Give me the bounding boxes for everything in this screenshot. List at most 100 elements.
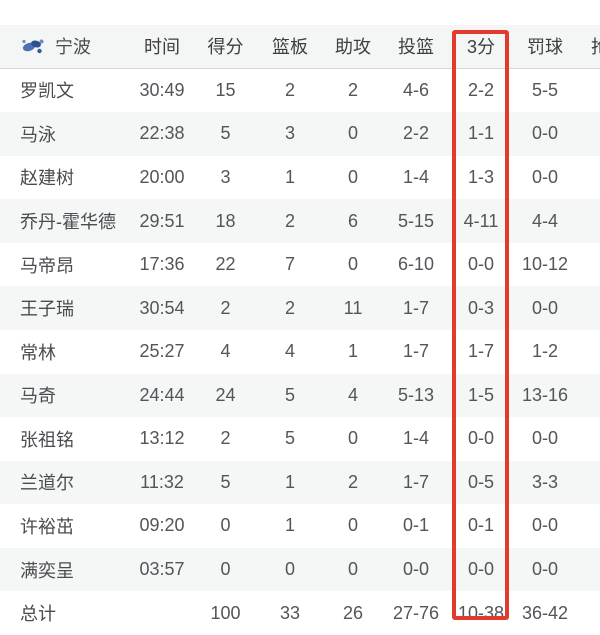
field-goals: 0-1 (402, 515, 429, 536)
points: 15 (215, 79, 236, 100)
free-throws: 0-0 (531, 559, 558, 580)
points: 22 (215, 254, 236, 275)
free-throws: 1-2 (531, 341, 558, 362)
assists: 0 (347, 254, 358, 275)
field-goals: 1-7 (402, 471, 429, 492)
rebounds: 0 (284, 559, 295, 580)
rebounds: 1 (284, 515, 295, 536)
field-goals: 4-6 (402, 79, 429, 100)
points: 3 (220, 166, 231, 187)
minutes: 20:00 (139, 166, 185, 187)
rebounds: 5 (284, 428, 295, 449)
three-pointers: 0-0 (467, 254, 494, 275)
player-row: 乔丹-霍华德 29:51 18 2 6 5-15 4-11 4-4 (0, 199, 600, 243)
rebounds: 7 (284, 254, 295, 275)
three-pointers: 1-7 (467, 341, 494, 362)
player-row: 常林 25:27 4 4 1 1-7 1-7 1-2 (0, 330, 600, 374)
minutes: 30:54 (139, 297, 185, 318)
rebounds: 2 (284, 297, 295, 318)
team-header-cell: 宁波 (0, 33, 130, 59)
field-goals: 1-4 (402, 428, 429, 449)
free-throws: 3-3 (531, 471, 558, 492)
free-throws: 4-4 (531, 210, 558, 231)
free-throws: 36-42 (521, 602, 569, 623)
player-name: 满奕呈 (20, 560, 74, 581)
player-name: 马奇 (20, 386, 56, 407)
top-spacer (0, 0, 600, 25)
column-header-rebounds: 篮板 (272, 37, 308, 58)
table-body: 罗凯文 30:49 15 2 2 4-6 2-2 5-5 马泳 22:38 5 3 0 2-2 1-1 0-0… (0, 69, 600, 635)
points: 0 (220, 559, 231, 580)
player-name: 王子瑞 (20, 299, 74, 320)
minutes: 25:27 (139, 341, 185, 362)
column-header-three-points: 3分 (466, 37, 495, 58)
column-header-assists: 助攻 (335, 37, 371, 58)
field-goals: 5-15 (397, 210, 435, 231)
three-pointers: 1-3 (467, 166, 494, 187)
player-name: 张祖铭 (20, 429, 74, 450)
player-row: 赵建树 20:00 3 1 0 1-4 1-3 0-0 (0, 156, 600, 200)
points: 4 (220, 341, 231, 362)
minutes: 24:44 (139, 384, 185, 405)
three-pointers: 2-2 (467, 79, 494, 100)
three-pointers: 1-1 (467, 123, 494, 144)
player-name: 马泳 (20, 124, 56, 145)
rebounds: 1 (284, 471, 295, 492)
field-goals: 1-7 (402, 341, 429, 362)
assists: 0 (347, 166, 358, 187)
field-goals: 2-2 (402, 123, 429, 144)
player-name: 总计 (20, 604, 56, 625)
free-throws: 0-0 (531, 166, 558, 187)
points: 2 (220, 428, 231, 449)
player-row: 满奕呈 03:57 0 0 0 0-0 0-0 0-0 (0, 547, 600, 592)
player-name: 乔丹-霍华德 (20, 212, 116, 233)
player-row: 张祖铭 13:12 2 5 0 1-4 0-0 0-0 (0, 417, 600, 461)
assists: 4 (347, 384, 358, 405)
field-goals: 27-76 (392, 602, 440, 623)
team-logo-icon (20, 36, 46, 56)
rebounds: 1 (284, 166, 295, 187)
rebounds: 33 (279, 602, 301, 623)
three-pointers: 10-38 (457, 602, 505, 623)
rebounds: 5 (284, 384, 295, 405)
rebounds: 2 (284, 210, 295, 231)
assists: 11 (343, 297, 363, 318)
assists: 1 (347, 341, 358, 362)
minutes: 17:36 (139, 254, 185, 275)
field-goals: 5-13 (397, 384, 435, 405)
column-header-steals: 抢断 (577, 33, 600, 59)
three-pointers: 0-3 (467, 297, 494, 318)
player-row: 许裕茁 09:20 0 1 0 0-1 0-1 0-0 (0, 504, 600, 548)
player-row: 马奇 24:44 24 5 4 5-13 1-5 13-16 (0, 373, 600, 418)
player-name: 马帝昂 (20, 255, 74, 276)
player-row: 王子瑞 30:54 2 2 11 1-7 0-3 0-0 (0, 286, 600, 330)
points: 24 (215, 384, 236, 405)
three-pointers: 1-5 (467, 384, 494, 405)
points: 0 (220, 515, 231, 536)
free-throws: 0-0 (531, 515, 558, 536)
column-header-minutes: 时间 (144, 37, 180, 58)
field-goals: 1-4 (402, 166, 429, 187)
player-row: 兰道尔 11:32 5 1 2 1-7 0-5 3-3 (0, 460, 600, 505)
assists: 6 (347, 210, 358, 231)
rebounds: 2 (284, 79, 295, 100)
column-header-field-goals: 投篮 (398, 37, 434, 58)
rebounds: 4 (284, 341, 295, 362)
assists: 0 (347, 559, 358, 580)
table-header: 宁波 时间 得分 篮板 助攻 投篮 3分 罚球 抢断 (0, 25, 600, 69)
minutes: 30:49 (139, 79, 185, 100)
player-row: 马泳 22:38 5 3 0 2-2 1-1 0-0 (0, 112, 600, 156)
team-name: 宁波 (55, 37, 91, 58)
three-pointers: 0-1 (467, 515, 494, 536)
minutes: 22:38 (139, 123, 185, 144)
rebounds: 3 (284, 123, 295, 144)
assists: 26 (342, 602, 364, 623)
minutes: 11:32 (140, 471, 184, 492)
minutes: 03:57 (139, 559, 185, 580)
minutes: 09:20 (139, 515, 185, 536)
points: 18 (215, 210, 236, 231)
player-row: 马帝昂 17:36 22 7 0 6-10 0-0 10-12 (0, 243, 600, 287)
assists: 2 (347, 471, 358, 492)
free-throws: 0-0 (531, 297, 558, 318)
assists: 0 (347, 428, 358, 449)
